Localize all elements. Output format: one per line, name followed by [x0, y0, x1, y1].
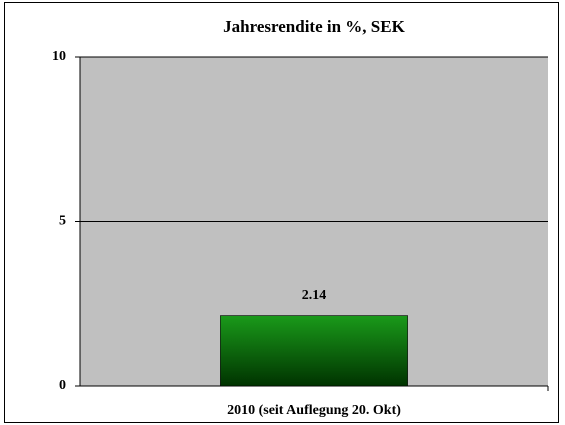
data-label: 2.14	[302, 288, 327, 303]
y-tick-label: 5	[59, 214, 66, 229]
y-tick-label: 10	[52, 49, 66, 64]
x-tick-label: 2010 (seit Auflegung 20. Okt)	[227, 403, 401, 418]
chart-title: Jahresrendite in %, SEK	[223, 17, 405, 36]
y-tick-label: 0	[59, 378, 66, 393]
bar	[220, 315, 408, 387]
